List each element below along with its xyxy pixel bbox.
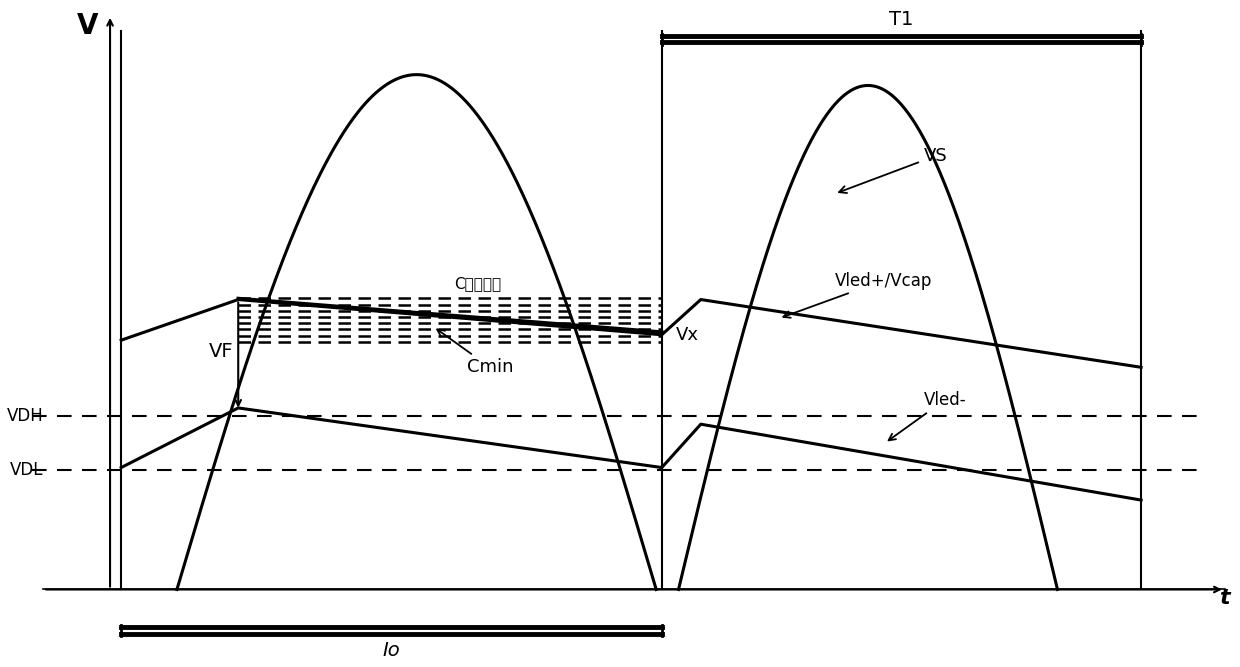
Text: Io: Io	[383, 641, 401, 660]
Text: V: V	[77, 12, 98, 40]
Text: Vx: Vx	[676, 325, 699, 344]
Text: C逐渐增大: C逐渐增大	[454, 275, 501, 291]
Text: Cmin: Cmin	[438, 329, 513, 376]
Text: VDH: VDH	[6, 407, 43, 425]
Text: Vled+/Vcap: Vled+/Vcap	[784, 271, 932, 317]
Text: t: t	[1219, 588, 1230, 608]
Text: VDL: VDL	[10, 462, 43, 480]
Text: VS: VS	[839, 147, 947, 193]
Text: T1: T1	[889, 9, 914, 29]
Text: VF: VF	[210, 342, 234, 361]
Text: Vled-: Vled-	[889, 391, 966, 440]
